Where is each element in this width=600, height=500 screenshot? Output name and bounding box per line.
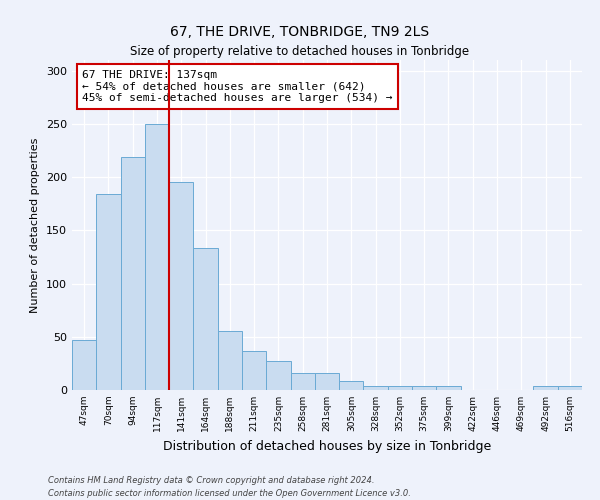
Bar <box>193 248 218 390</box>
Bar <box>218 332 242 390</box>
Bar <box>315 373 339 390</box>
Bar <box>121 157 145 390</box>
Bar <box>388 386 412 390</box>
Bar <box>412 386 436 390</box>
Bar <box>364 386 388 390</box>
Bar <box>145 124 169 390</box>
Y-axis label: Number of detached properties: Number of detached properties <box>31 138 40 312</box>
Bar <box>290 373 315 390</box>
Text: Contains HM Land Registry data © Crown copyright and database right 2024.: Contains HM Land Registry data © Crown c… <box>48 476 374 485</box>
Bar <box>266 362 290 390</box>
Bar <box>436 386 461 390</box>
Bar <box>169 182 193 390</box>
Text: 67 THE DRIVE: 137sqm
← 54% of detached houses are smaller (642)
45% of semi-deta: 67 THE DRIVE: 137sqm ← 54% of detached h… <box>82 70 392 103</box>
Text: 67, THE DRIVE, TONBRIDGE, TN9 2LS: 67, THE DRIVE, TONBRIDGE, TN9 2LS <box>170 25 430 39</box>
Bar <box>72 340 96 390</box>
Bar <box>96 194 121 390</box>
Text: Size of property relative to detached houses in Tonbridge: Size of property relative to detached ho… <box>130 45 470 58</box>
Bar <box>533 386 558 390</box>
Bar <box>242 350 266 390</box>
Bar <box>558 386 582 390</box>
X-axis label: Distribution of detached houses by size in Tonbridge: Distribution of detached houses by size … <box>163 440 491 452</box>
Bar <box>339 382 364 390</box>
Text: Contains public sector information licensed under the Open Government Licence v3: Contains public sector information licen… <box>48 488 411 498</box>
